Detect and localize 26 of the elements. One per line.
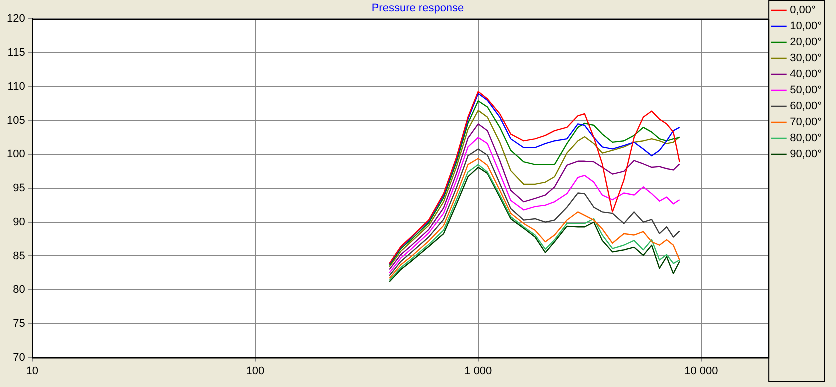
- y-tick-label: 110: [8, 80, 26, 93]
- y-tick-label: 90: [13, 216, 26, 228]
- x-tick-label: 10 000: [684, 365, 718, 378]
- legend-label: 10,00°: [790, 20, 822, 33]
- y-tick-label: 120: [6, 13, 26, 26]
- y-tick-label: 105: [6, 114, 26, 127]
- legend-label: 90,00°: [790, 148, 822, 161]
- x-tick-label: 100: [246, 365, 265, 378]
- legend-label: 60,00°: [790, 100, 822, 113]
- x-tick-label: 1 000: [464, 365, 492, 378]
- y-tick-label: 95: [13, 182, 26, 195]
- legend-label: 0,00°: [790, 4, 816, 17]
- legend-label: 40,00°: [790, 68, 822, 81]
- legend-label: 80,00°: [790, 132, 822, 145]
- legend-label: 20,00°: [790, 36, 822, 49]
- x-tick-label: 10: [26, 365, 38, 378]
- y-tick-label: 70: [13, 352, 26, 364]
- y-tick-label: 115: [8, 47, 26, 60]
- chart-title: Pressure response: [372, 2, 464, 15]
- y-tick-label: 75: [13, 318, 26, 330]
- y-tick-label: 100: [6, 148, 26, 161]
- legend-label: 70,00°: [790, 116, 822, 129]
- legend-label: 50,00°: [790, 84, 822, 97]
- legend-label: 30,00°: [790, 52, 822, 65]
- y-tick-label: 80: [13, 284, 26, 296]
- y-tick-label: 85: [13, 250, 26, 262]
